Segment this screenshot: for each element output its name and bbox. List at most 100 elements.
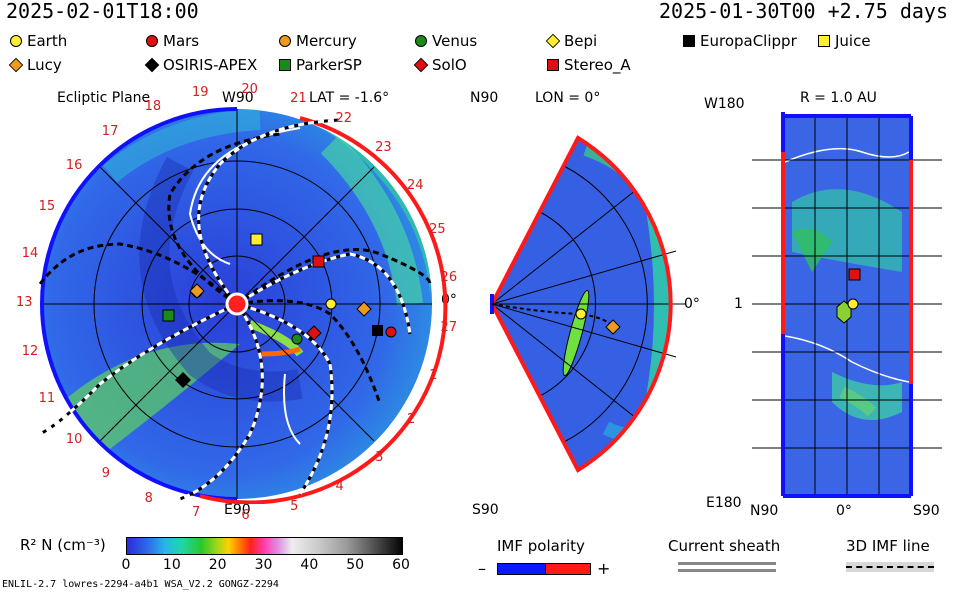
sector-number: 4 bbox=[335, 479, 344, 495]
sphere-radius-label: R = 1.0 AU bbox=[800, 90, 877, 106]
legend-item-europaclippr: EuropaClippr bbox=[683, 32, 797, 50]
solo-diamond-icon bbox=[413, 57, 429, 73]
sector-number: 20 bbox=[241, 82, 258, 98]
sphere-map-plot bbox=[752, 112, 942, 498]
sector-number: 24 bbox=[406, 177, 424, 193]
ecliptic-e90-label: E90 bbox=[224, 502, 251, 518]
legend-item-venus: Venus bbox=[415, 32, 477, 50]
sector-number: 6 bbox=[241, 507, 250, 523]
legend-item-solo: SolO bbox=[413, 56, 467, 74]
sector-number: 26 bbox=[440, 270, 458, 286]
sector-number: 12 bbox=[21, 344, 39, 360]
ecliptic-title: Ecliptic Plane bbox=[57, 90, 151, 106]
colorbar-tick: 0 bbox=[121, 557, 131, 573]
current-sheath-label: Current sheath bbox=[668, 537, 781, 555]
sector-number: 11 bbox=[38, 390, 56, 406]
earth-circle-icon bbox=[10, 35, 22, 47]
sector-number: 14 bbox=[21, 245, 39, 261]
mercury-circle-icon bbox=[279, 35, 291, 47]
sector-number: 18 bbox=[144, 99, 162, 115]
europaclippr-square-icon bbox=[683, 35, 695, 47]
sphere-s90-label: S90 bbox=[913, 503, 940, 519]
imf-negative-swatch bbox=[497, 563, 547, 575]
colorbar-tick: 50 bbox=[346, 557, 365, 573]
sphere-zero-label: 0° bbox=[836, 503, 852, 519]
legend-label: Mars bbox=[163, 32, 200, 50]
sphere-mid-label: 1 bbox=[734, 296, 743, 312]
sphere-w180-label: W180 bbox=[704, 96, 745, 112]
sector-number: 25 bbox=[429, 222, 446, 238]
legend-label: SolO bbox=[432, 56, 467, 74]
meridional-lon-label: LON = 0° bbox=[535, 90, 601, 106]
bepi-diamond-icon bbox=[545, 33, 561, 49]
lucy-diamond-icon bbox=[8, 57, 24, 73]
legend-item-bepi: Bepi bbox=[545, 32, 598, 50]
meridional-s90-label: S90 bbox=[472, 502, 499, 518]
sector-number: 13 bbox=[16, 295, 33, 310]
legend-item-lucy: Lucy bbox=[8, 56, 62, 74]
legend-label: ParkerSP bbox=[296, 56, 362, 74]
meridional-n90-label: N90 bbox=[470, 90, 499, 106]
legend-label: Lucy bbox=[27, 56, 62, 74]
sphere-n90-label: N90 bbox=[750, 503, 779, 519]
imf-polarity-label: IMF polarity bbox=[497, 537, 585, 555]
sector-number: 27 bbox=[440, 319, 458, 335]
imf-line-label: 3D IMF line bbox=[846, 537, 930, 555]
legend-item-osiris-apex: OSIRIS-APEX bbox=[144, 56, 258, 74]
imf-plus-label: + bbox=[597, 559, 611, 578]
sector-number: 17 bbox=[101, 124, 119, 140]
legend-item-mercury: Mercury bbox=[279, 32, 357, 50]
venus-circle-icon bbox=[415, 35, 427, 47]
legend-item-mars: Mars bbox=[146, 32, 199, 50]
sector-number: 8 bbox=[144, 490, 153, 506]
run-time-label: 2025-02-01T18:00 bbox=[6, 0, 199, 23]
legend-label: EuropaClippr bbox=[700, 32, 797, 50]
colorbar-tick: 20 bbox=[208, 557, 227, 573]
sector-number: 9 bbox=[101, 465, 111, 481]
ecliptic-lat-label: LAT = -1.6° bbox=[309, 90, 390, 106]
sector-number: 22 bbox=[335, 110, 353, 126]
sector-number: 1 bbox=[429, 367, 438, 383]
colorbar-tick: 60 bbox=[392, 557, 410, 573]
legend-label: Venus bbox=[432, 32, 478, 50]
colorbar-label: R² N (cm⁻³) bbox=[20, 536, 106, 554]
juice-square-icon bbox=[818, 35, 830, 47]
legend-item-juice: Juice bbox=[818, 32, 871, 50]
sector-number: 16 bbox=[65, 158, 83, 174]
colorbar-tick: 30 bbox=[254, 557, 273, 573]
sphere-e180-label: E180 bbox=[706, 495, 742, 511]
stereo_a-square-icon bbox=[547, 59, 559, 71]
imf-positive-swatch bbox=[545, 563, 591, 575]
current-sheath-line-1 bbox=[678, 562, 776, 565]
legend-label: Bepi bbox=[564, 32, 598, 50]
meridional-plot bbox=[489, 135, 686, 473]
sector-number: 2 bbox=[406, 412, 416, 428]
sector-number: 7 bbox=[192, 504, 201, 520]
legend-label: Earth bbox=[27, 32, 68, 50]
legend-item-parkersp: ParkerSP bbox=[279, 56, 362, 74]
osiris-apex-diamond-icon bbox=[144, 57, 160, 73]
sun-marker bbox=[225, 292, 249, 316]
mars-circle-icon bbox=[146, 35, 158, 47]
legend-item-earth: Earth bbox=[10, 32, 67, 50]
sector-number: 15 bbox=[38, 199, 56, 215]
model-info-footer: ENLIL-2.7 lowres-2294-a4b1 WSA_V2.2 GONG… bbox=[2, 579, 279, 590]
legend-item-stereo_a: Stereo_A bbox=[547, 56, 631, 74]
parkersp-square-icon bbox=[279, 59, 291, 71]
legend-label: Juice bbox=[835, 32, 871, 50]
legend-label: OSIRIS-APEX bbox=[163, 56, 258, 74]
imf-line-swatch bbox=[846, 566, 934, 568]
forecast-time-label: 2025-01-30T00 +2.75 days bbox=[659, 0, 948, 23]
ecliptic-plane-plot bbox=[38, 107, 448, 504]
colorbar-tick: 40 bbox=[300, 557, 319, 573]
current-sheath-line-2 bbox=[678, 569, 776, 572]
ecliptic-w90-label: W90 bbox=[222, 90, 254, 106]
density-colorbar bbox=[126, 537, 403, 555]
sector-number: 19 bbox=[192, 85, 209, 101]
imf-minus-label: – bbox=[478, 559, 486, 578]
sector-number: 3 bbox=[375, 449, 384, 465]
legend-label: Mercury bbox=[296, 32, 357, 50]
sector-number: 10 bbox=[65, 431, 83, 447]
sector-number: 21 bbox=[290, 90, 307, 106]
meridional-zero-label: 0° bbox=[684, 296, 700, 312]
